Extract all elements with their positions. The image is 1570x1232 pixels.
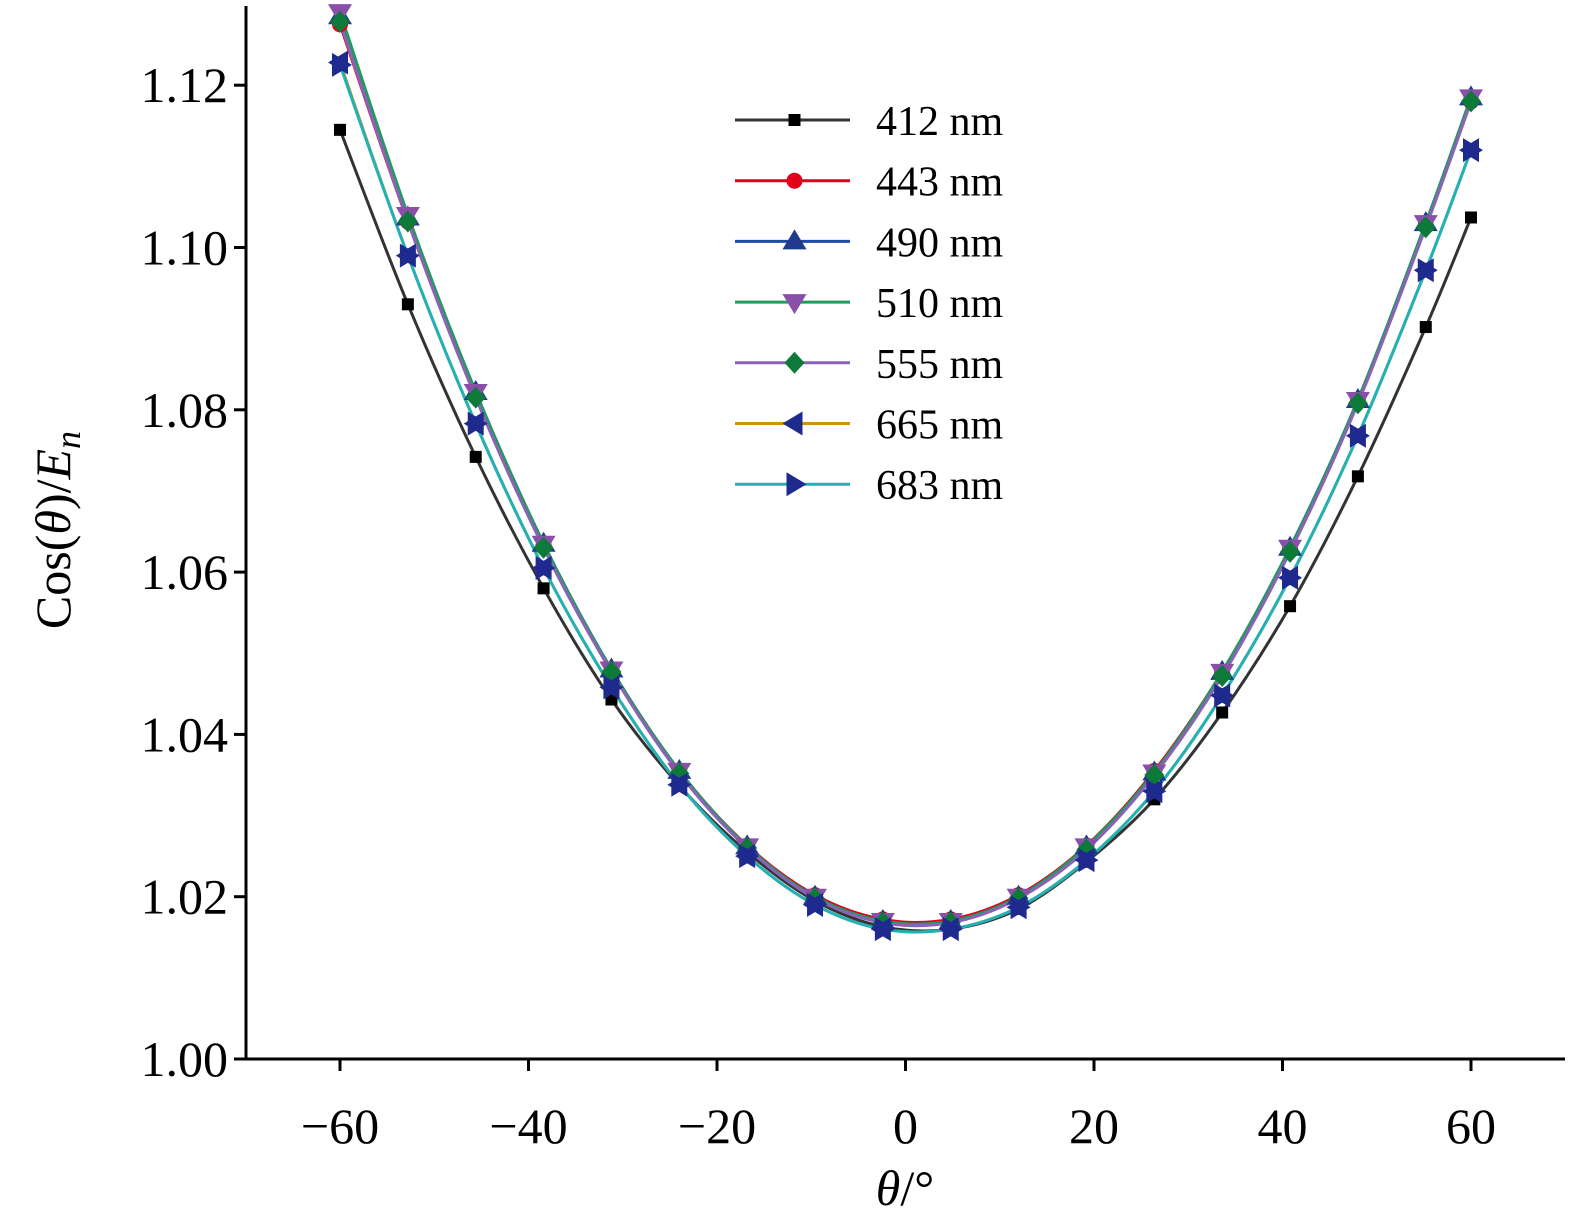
- data-point: [401, 298, 414, 311]
- axes: 1.00 1.02 1.04 1.06 1.08 1.10 1.12 −60 −40 −20 0 20…: [141, 6, 1565, 1154]
- data-point: [537, 582, 550, 595]
- legend-marker: [788, 114, 801, 126]
- data-point: [1212, 664, 1233, 687]
- data-point: [1463, 138, 1483, 163]
- y-tick-label: 1.04: [141, 706, 229, 762]
- legend-marker: [786, 472, 807, 497]
- legend-item: 555 nm: [735, 342, 1004, 388]
- legend-item: 443 nm: [735, 160, 1004, 206]
- data-point: [332, 52, 352, 77]
- x-tick-label: 60: [1446, 1098, 1496, 1154]
- legend-item: 510 nm: [735, 281, 1004, 327]
- x-tick-label: 20: [1069, 1098, 1119, 1154]
- data-point: [1078, 848, 1099, 873]
- data-point: [1284, 600, 1297, 613]
- data-point: [467, 411, 488, 436]
- data-point: [1282, 565, 1303, 590]
- legend-item: 412 nm: [735, 99, 1004, 145]
- legend-marker: [784, 351, 805, 374]
- y-tick-label: 1.00: [141, 1031, 229, 1087]
- legend-label: 510 nm: [876, 281, 1004, 327]
- data-point: [942, 917, 963, 942]
- legend-marker: [786, 172, 803, 189]
- y-tick-label: 1.10: [141, 220, 229, 276]
- data-point: [533, 536, 554, 559]
- legend-label: 555 nm: [876, 342, 1004, 388]
- x-tick-label: 40: [1258, 1098, 1308, 1154]
- legend-marker: [782, 294, 807, 315]
- x-tick-label: −60: [301, 1098, 379, 1154]
- data-point: [1417, 258, 1438, 283]
- data-point: [1465, 211, 1477, 224]
- data-point: [330, 10, 350, 33]
- legend-label: 412 nm: [876, 99, 1004, 145]
- y-tick-label: 1.08: [141, 382, 229, 438]
- x-tick-label: −40: [489, 1098, 567, 1154]
- data-point: [671, 772, 692, 797]
- series-marker-group-6: [332, 52, 1483, 942]
- legend-label: 683 nm: [876, 463, 1004, 509]
- legend-item: 683 nm: [735, 463, 1004, 509]
- data-point: [739, 844, 760, 869]
- series-lines: [338, 11, 1473, 934]
- data-point: [1415, 216, 1436, 239]
- data-point: [603, 675, 624, 700]
- y-tick-label: 1.12: [141, 57, 229, 113]
- data-point: [469, 450, 482, 463]
- legend-label: 665 nm: [876, 403, 1004, 449]
- data-point: [1146, 779, 1167, 804]
- data-point: [1461, 90, 1481, 113]
- data-point: [1280, 540, 1301, 563]
- y-tick-label: 1.02: [141, 869, 229, 925]
- data-point: [807, 892, 828, 917]
- legend-marker: [782, 411, 803, 436]
- x-axis-title: θ/°: [876, 1160, 934, 1216]
- x-tick-label: 0: [893, 1098, 918, 1154]
- y-tick-label: 1.06: [141, 544, 229, 600]
- data-point: [1144, 763, 1165, 786]
- y-axis-title: Cos(θ)/En: [25, 431, 88, 629]
- legend: 412 nm 443 nm 490 nm 510 nm 555 nm 665 nm 683 …: [735, 99, 1004, 509]
- data-point: [605, 693, 618, 706]
- data-point: [874, 917, 895, 942]
- series-line-3: [338, 11, 1473, 926]
- data-point: [1010, 895, 1031, 920]
- data-point: [334, 123, 346, 136]
- legend-label: 490 nm: [876, 220, 1004, 266]
- series-line-0: [338, 129, 1473, 933]
- data-point: [397, 210, 418, 233]
- data-point: [535, 556, 556, 581]
- data-point: [1349, 423, 1370, 448]
- series-line-4: [338, 21, 1473, 928]
- legend-item: 665 nm: [735, 403, 1004, 449]
- data-point: [1351, 470, 1364, 483]
- series-line-6: [338, 64, 1473, 934]
- data-point: [1419, 321, 1432, 334]
- data-point: [399, 243, 420, 268]
- data-point: [1216, 706, 1229, 719]
- series-markers: [328, 4, 1483, 942]
- data-point: [465, 386, 486, 409]
- legend-item: 490 nm: [735, 220, 1004, 266]
- data-point: [1214, 683, 1235, 708]
- legend-label: 443 nm: [876, 160, 1004, 206]
- data-point: [1347, 392, 1368, 415]
- legend-marker: [782, 229, 807, 250]
- x-tick-label: −20: [678, 1098, 756, 1154]
